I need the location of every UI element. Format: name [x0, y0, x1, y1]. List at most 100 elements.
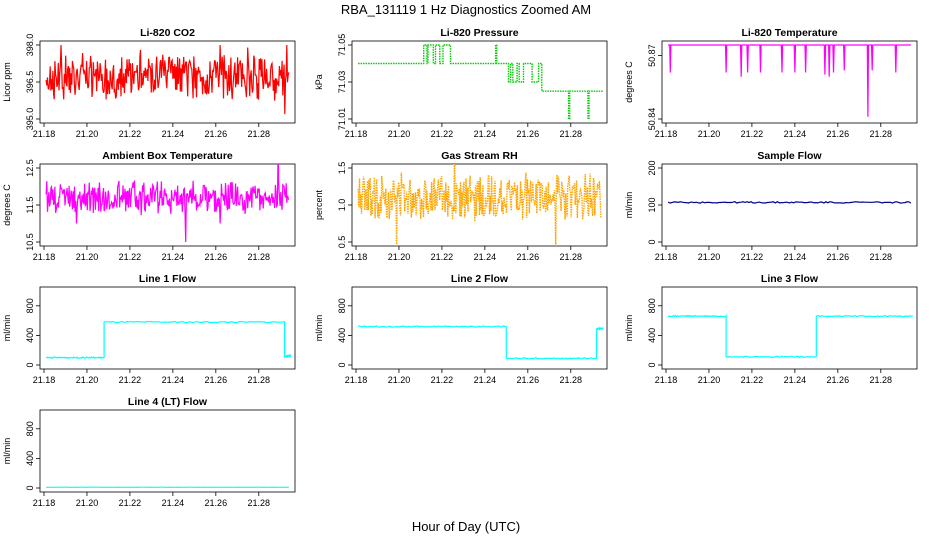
- x-tick-label: 21.18: [345, 129, 368, 139]
- x-tick-label: 21.26: [517, 129, 540, 139]
- x-tick-label: 21.18: [345, 375, 368, 385]
- x-tick-label: 21.26: [517, 375, 540, 385]
- plot-frame: [661, 40, 918, 124]
- x-tick-label: 21.28: [248, 252, 271, 262]
- x-tick-label: 21.18: [33, 129, 56, 139]
- x-tick-label: 21.24: [162, 375, 185, 385]
- y-tick-label: 0: [647, 362, 657, 367]
- panels-container: Li-820 CO2 21.18 21.20 21.22 21.24 21.26 21.28…: [2, 27, 918, 508]
- x-tick-label: 21.28: [870, 375, 893, 385]
- y-tick-label: 71.03: [337, 71, 347, 94]
- x-tick-label: 21.22: [431, 375, 454, 385]
- y-axis-label: ml/min: [2, 315, 12, 342]
- y-tick-label: 50.87: [647, 44, 657, 67]
- y-tick-label: 0: [25, 485, 35, 490]
- x-tick-label: 21.26: [205, 498, 228, 508]
- y-axis-label: kPa: [314, 74, 324, 90]
- x-tick-label: 21.22: [741, 252, 764, 262]
- y-tick-label: 1.0: [337, 199, 347, 212]
- series-line-line3: [667, 313, 914, 359]
- x-tick-label: 21.18: [655, 375, 678, 385]
- x-tick-label: 21.24: [784, 129, 807, 139]
- y-tick-label: 0: [337, 362, 347, 367]
- x-tick-label: 21.24: [162, 129, 185, 139]
- x-tick-label: 21.20: [76, 375, 99, 385]
- x-tick-label: 21.28: [248, 375, 271, 385]
- y-tick-label: 50.84: [647, 108, 657, 131]
- series-line-line2: [358, 325, 604, 360]
- y-tick-label: 400: [337, 328, 347, 343]
- x-axis-label: Hour of Day (UTC): [412, 519, 520, 534]
- x-tick-label: 21.24: [162, 252, 185, 262]
- y-tick-label: 400: [25, 328, 35, 343]
- x-tick-label: 21.18: [655, 252, 678, 262]
- y-tick-label: 398.0: [25, 34, 35, 57]
- x-tick-label: 21.28: [560, 375, 583, 385]
- plot-frame: [661, 286, 918, 370]
- x-tick-label: 21.22: [741, 375, 764, 385]
- panel-title: Li-820 Temperature: [741, 27, 837, 39]
- x-tick-label: 21.20: [388, 375, 411, 385]
- x-tick-label: 21.20: [698, 252, 721, 262]
- y-axis-label: degrees C: [624, 61, 634, 103]
- y-axis-label: ml/min: [2, 438, 12, 465]
- panel-title: Li-820 Pressure: [440, 27, 518, 39]
- y-tick-label: 400: [647, 328, 657, 343]
- y-axis-label: ml/min: [314, 315, 324, 342]
- y-axis-label: ml/min: [624, 192, 634, 219]
- y-tick-label: 0.5: [337, 236, 347, 249]
- series-line-pressure: [358, 44, 603, 120]
- x-tick-label: 21.26: [205, 252, 228, 262]
- x-tick-label: 21.22: [431, 252, 454, 262]
- x-tick-label: 21.22: [119, 252, 142, 262]
- y-tick-label: 400: [25, 451, 35, 466]
- x-tick-label: 21.18: [33, 375, 56, 385]
- x-tick-label: 21.26: [205, 129, 228, 139]
- x-tick-label: 21.24: [162, 498, 185, 508]
- y-tick-label: 1.5: [337, 162, 347, 175]
- series-line-sample: [667, 201, 912, 204]
- x-tick-label: 21.22: [741, 129, 764, 139]
- x-tick-label: 21.26: [827, 252, 850, 262]
- series-line-line1: [45, 320, 292, 359]
- y-tick-label: 71.01: [337, 108, 347, 131]
- panel-title: Line 4 (LT) Flow: [128, 396, 208, 408]
- panel-title: Line 2 Flow: [451, 273, 509, 285]
- panel-line2: Line 2 Flow 21.18 21.20 21.22 21.24 21.26 21.2…: [314, 273, 608, 385]
- plot-frame: [39, 409, 296, 493]
- x-tick-label: 21.18: [345, 252, 368, 262]
- y-axis-label: Licor ppm: [2, 62, 12, 102]
- x-tick-label: 21.22: [119, 498, 142, 508]
- y-tick-label: 0: [647, 239, 657, 244]
- series-line-co2: [45, 44, 290, 115]
- x-tick-label: 21.20: [388, 129, 411, 139]
- plot-frame: [661, 163, 918, 247]
- y-axis-label: degrees C: [2, 184, 12, 226]
- x-tick-label: 21.26: [827, 129, 850, 139]
- y-tick-label: 800: [337, 298, 347, 313]
- y-tick-label: 800: [25, 421, 35, 436]
- y-axis-label: ml/min: [624, 315, 634, 342]
- x-tick-label: 21.24: [474, 129, 497, 139]
- y-tick-label: 396.5: [25, 71, 35, 94]
- y-tick-label: 11.5: [25, 197, 35, 214]
- panel-title: Li-820 CO2: [140, 27, 195, 39]
- x-tick-label: 21.20: [76, 129, 99, 139]
- y-tick-label: 395.0: [25, 108, 35, 131]
- y-tick-label: 12.5: [25, 159, 35, 177]
- x-tick-label: 21.24: [784, 252, 807, 262]
- x-tick-label: 21.24: [784, 375, 807, 385]
- x-tick-label: 21.28: [560, 252, 583, 262]
- x-tick-label: 21.18: [655, 129, 678, 139]
- x-tick-label: 21.20: [698, 375, 721, 385]
- panel-co2: Li-820 CO2 21.18 21.20 21.22 21.24 21.26 21.28…: [2, 27, 296, 139]
- x-tick-label: 21.20: [76, 498, 99, 508]
- x-tick-label: 21.28: [870, 252, 893, 262]
- x-tick-label: 21.28: [560, 129, 583, 139]
- x-tick-label: 21.24: [474, 252, 497, 262]
- panel-title: Line 1 Flow: [139, 273, 197, 285]
- panel-line4: Line 4 (LT) Flow 21.18 21.20 21.22 21.24 21.2…: [2, 396, 296, 508]
- panel-temp: Li-820 Temperature 21.18 21.20 21.22 21.24 21…: [624, 27, 918, 139]
- panel-title: Sample Flow: [757, 150, 822, 162]
- panel-line1: Line 1 Flow 21.18 21.20 21.22 21.24 21.26 21.2…: [2, 273, 296, 385]
